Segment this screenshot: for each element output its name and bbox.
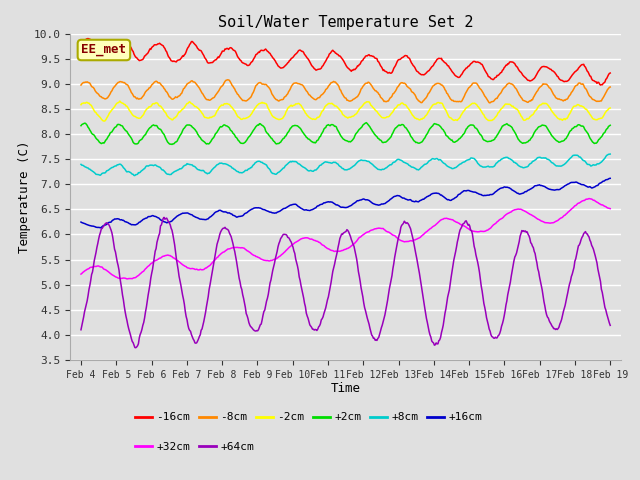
+8cm	[317, 162, 325, 168]
-2cm	[77, 102, 85, 108]
Legend: +32cm, +64cm: +32cm, +64cm	[131, 437, 259, 456]
Line: +16cm: +16cm	[81, 179, 610, 228]
+64cm	[160, 215, 168, 220]
Line: +64cm: +64cm	[81, 217, 610, 348]
+32cm	[477, 228, 484, 234]
+16cm	[317, 202, 325, 207]
-16cm	[606, 70, 614, 76]
-16cm	[317, 65, 325, 71]
-2cm	[173, 114, 180, 120]
+64cm	[433, 340, 440, 346]
+16cm	[477, 192, 484, 197]
Text: EE_met: EE_met	[81, 44, 127, 57]
-8cm	[431, 81, 439, 87]
+16cm	[390, 194, 397, 200]
-16cm	[431, 60, 439, 65]
+2cm	[362, 120, 370, 126]
+64cm	[77, 327, 85, 333]
+2cm	[433, 121, 440, 127]
-2cm	[215, 105, 223, 111]
-2cm	[433, 101, 440, 107]
-16cm	[77, 41, 85, 47]
+32cm	[123, 276, 131, 282]
Line: -2cm: -2cm	[81, 101, 610, 121]
-16cm	[477, 60, 484, 66]
+64cm	[173, 256, 180, 262]
Line: -8cm: -8cm	[81, 80, 610, 103]
+8cm	[390, 159, 397, 165]
Line: +2cm: +2cm	[81, 123, 610, 144]
+2cm	[391, 126, 399, 132]
+8cm	[172, 168, 179, 174]
+16cm	[606, 176, 614, 181]
+8cm	[131, 173, 139, 179]
-2cm	[116, 98, 124, 104]
+2cm	[214, 128, 222, 133]
-2cm	[318, 108, 326, 114]
+8cm	[431, 156, 439, 162]
-16cm	[390, 65, 397, 71]
-16cm	[596, 82, 604, 88]
+32cm	[606, 206, 614, 212]
Line: -16cm: -16cm	[81, 38, 610, 85]
+64cm	[132, 345, 140, 350]
-8cm	[77, 82, 85, 88]
-16cm	[214, 54, 222, 60]
+32cm	[214, 254, 222, 260]
+32cm	[317, 241, 325, 247]
+16cm	[77, 219, 85, 225]
+32cm	[585, 196, 593, 202]
+8cm	[214, 162, 222, 168]
+2cm	[606, 122, 614, 128]
-2cm	[391, 106, 399, 111]
-8cm	[224, 77, 232, 83]
Title: Soil/Water Temperature Set 2: Soil/Water Temperature Set 2	[218, 15, 474, 30]
+16cm	[97, 225, 104, 231]
+16cm	[172, 215, 179, 220]
-8cm	[477, 86, 484, 92]
Line: +32cm: +32cm	[81, 199, 610, 279]
-8cm	[390, 91, 397, 96]
+16cm	[431, 191, 439, 196]
-8cm	[606, 84, 614, 90]
+2cm	[317, 132, 325, 137]
+16cm	[214, 208, 222, 214]
+64cm	[391, 254, 399, 260]
+32cm	[390, 232, 397, 238]
-16cm	[84, 36, 92, 41]
-16cm	[172, 59, 179, 65]
+2cm	[477, 132, 485, 138]
-2cm	[477, 108, 485, 114]
+8cm	[477, 163, 484, 169]
+64cm	[318, 316, 326, 322]
+32cm	[77, 271, 85, 277]
-8cm	[486, 100, 494, 106]
+64cm	[606, 323, 614, 328]
+2cm	[168, 142, 176, 147]
-2cm	[606, 105, 614, 111]
+2cm	[77, 123, 85, 129]
-8cm	[317, 92, 325, 98]
+8cm	[606, 151, 614, 157]
+64cm	[215, 236, 223, 241]
Y-axis label: Temperature (C): Temperature (C)	[18, 141, 31, 253]
-8cm	[213, 90, 221, 96]
-8cm	[171, 95, 179, 101]
+32cm	[172, 256, 179, 262]
X-axis label: Time: Time	[331, 383, 360, 396]
+64cm	[477, 283, 485, 289]
+2cm	[172, 139, 179, 145]
-2cm	[100, 118, 108, 124]
Line: +8cm: +8cm	[81, 154, 610, 176]
+8cm	[77, 161, 85, 167]
+32cm	[431, 222, 439, 228]
